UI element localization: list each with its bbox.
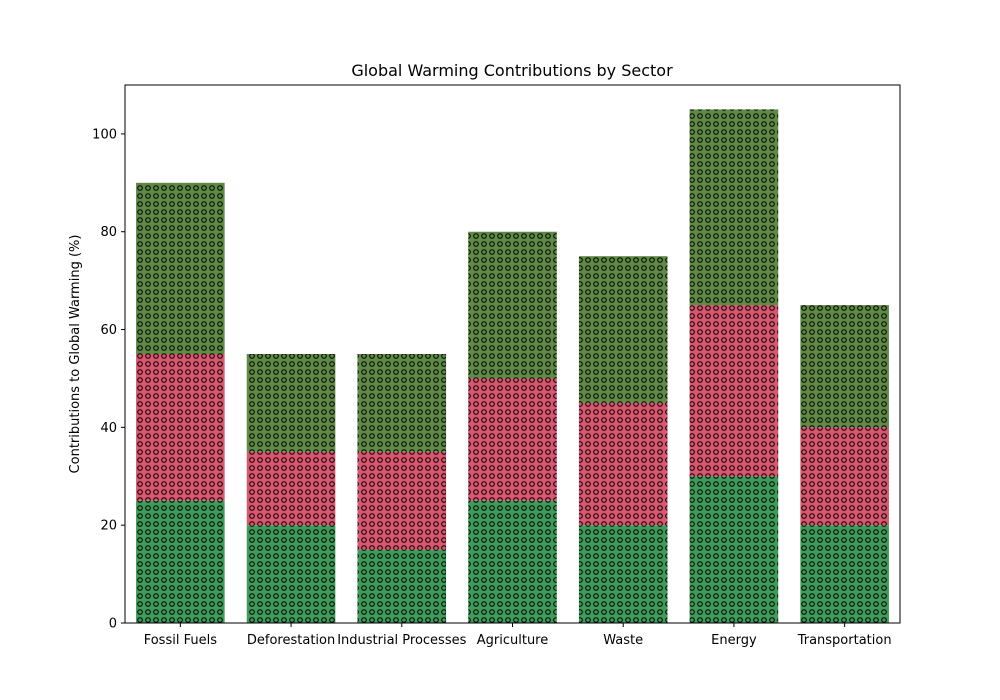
y-tick-label: 0	[109, 617, 117, 632]
x-tick-label: Waste	[603, 633, 643, 648]
y-axis-label: Contributions to Global Warming (%)	[68, 235, 83, 474]
x-tick-label: Transportation	[797, 633, 892, 648]
y-tick-label: 40	[100, 421, 117, 436]
bar-segment	[246, 354, 336, 452]
y-tick-label: 60	[100, 323, 117, 338]
y-tick-label: 100	[92, 127, 117, 142]
y-tick-label: 20	[100, 519, 117, 534]
bar-segment	[136, 500, 225, 623]
y-tick-label: 80	[100, 225, 117, 240]
x-tick-label: Fossil Fuels	[144, 633, 217, 648]
bar-segment	[578, 256, 668, 403]
x-tick-label: Deforestation	[247, 633, 335, 648]
bar-segment	[246, 451, 336, 526]
bars-group	[136, 109, 889, 623]
bar-segment	[246, 525, 336, 623]
bar-segment	[578, 402, 668, 526]
bar-segment	[357, 354, 447, 452]
bar-segment	[800, 427, 889, 526]
bar-segment	[468, 231, 557, 379]
bar-segment	[468, 378, 557, 501]
bar-segment	[357, 451, 447, 550]
x-tick-label: Energy	[711, 633, 757, 648]
axes-group: 0 20 40 60 80 100 Fossil Fuels Deforestation Ind…	[92, 84, 901, 648]
bar-segment	[800, 305, 889, 428]
x-tick-label: Agriculture	[477, 633, 549, 648]
bar-segment	[136, 182, 225, 354]
bar-segment	[689, 305, 779, 477]
bar-segment	[357, 549, 447, 623]
chart-title: Global Warming Contributions by Sector	[351, 61, 673, 80]
bar-segment	[468, 500, 557, 623]
bar-segment	[578, 525, 668, 623]
bar-segment	[689, 476, 779, 623]
bar-segment	[800, 525, 889, 623]
x-tick-label: Industrial Processes	[337, 633, 466, 648]
bar-segment	[689, 109, 779, 306]
bar-segment	[136, 354, 225, 501]
